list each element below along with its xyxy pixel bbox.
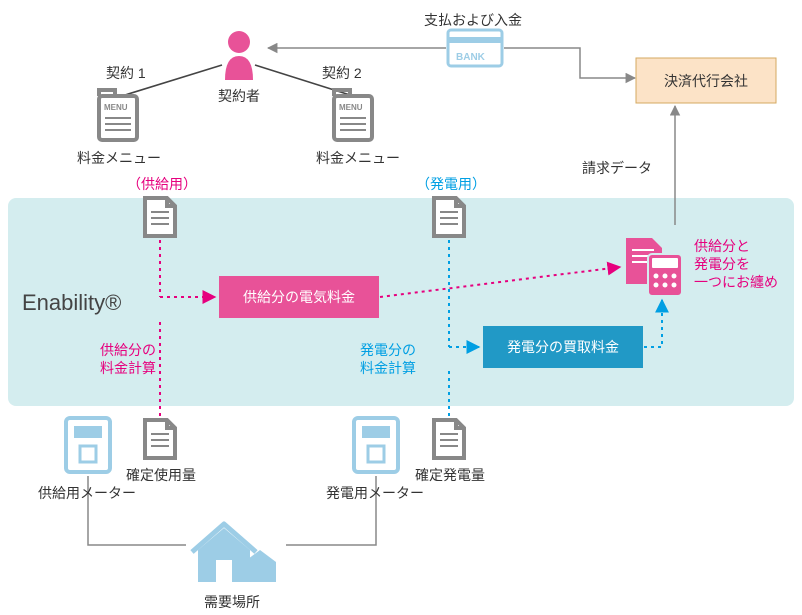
- svg-text:MENU: MENU: [339, 103, 363, 112]
- svg-text:BANK: BANK: [456, 52, 486, 63]
- confirmed-usage: 確定使用量: [126, 465, 196, 485]
- contractor-icon: [225, 31, 253, 80]
- combined-2: 発電分を: [694, 254, 750, 274]
- gen-meter-label: 発電用メーター: [326, 483, 424, 503]
- doc-gen-top: [434, 198, 464, 236]
- menu-icon-2: MENU: [334, 90, 372, 140]
- contractor-label: 契約者: [218, 86, 260, 106]
- bank-icon: BANK: [448, 30, 502, 66]
- supply-calc-2: 料金計算: [100, 358, 156, 378]
- demand-site-label: 需要場所: [204, 592, 260, 612]
- rate-menu-1: 料金メニュー: [77, 148, 161, 168]
- supply-fee-text: 供給分の電気料金: [219, 276, 379, 318]
- gen-meter-icon: [354, 418, 398, 472]
- house-icon: [192, 524, 276, 582]
- gen-calc-1: 発電分の: [360, 340, 416, 360]
- svg-text:MENU: MENU: [104, 103, 128, 112]
- gen-fee-text: 発電分の買取料金: [483, 326, 643, 368]
- contract1-label: 契約 1: [106, 63, 146, 83]
- menu-icon-1: MENU: [99, 90, 137, 140]
- settlement-text: 決済代行会社: [636, 58, 776, 103]
- rate-menu-2: 料金メニュー: [316, 148, 400, 168]
- combined-3: 一つにお纏め: [694, 272, 778, 292]
- combined-bill-icon: [626, 238, 682, 296]
- enability-label: Enability®: [22, 290, 121, 316]
- for-gen: （発電用）: [416, 174, 486, 194]
- confirmed-gen: 確定発電量: [415, 465, 485, 485]
- contract2-label: 契約 2: [322, 63, 362, 83]
- doc-gen-amount: [434, 420, 464, 458]
- gen-calc-2: 料金計算: [360, 358, 416, 378]
- supply-meter-icon: [66, 418, 110, 472]
- doc-usage: [145, 420, 175, 458]
- for-supply: （供給用）: [127, 174, 197, 194]
- combined-1: 供給分と: [694, 236, 750, 256]
- billing-data-label: 請求データ: [582, 158, 652, 178]
- supply-meter-label: 供給用メーター: [38, 483, 136, 503]
- supply-calc-1: 供給分の: [100, 340, 156, 360]
- payment-label: 支払および入金: [424, 10, 522, 30]
- doc-supply-top: [145, 198, 175, 236]
